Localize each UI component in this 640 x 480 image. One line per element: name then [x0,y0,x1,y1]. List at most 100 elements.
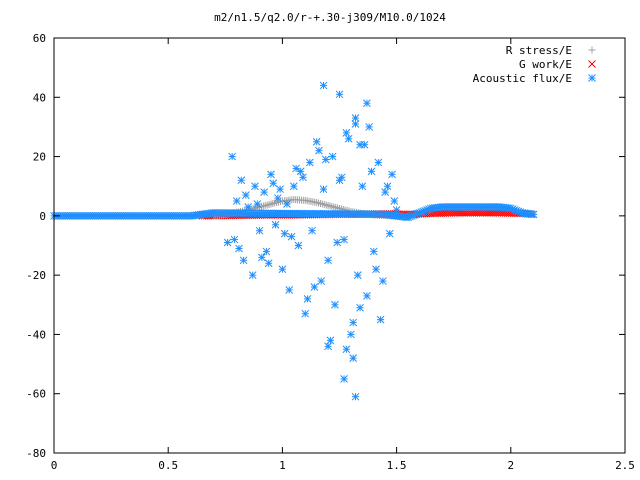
acoustic-flux-point-d2 [283,200,291,208]
x-tick-label: 1 [279,459,286,472]
acoustic-flux-point-d2 [235,244,243,253]
y-tick-label: 20 [33,151,46,164]
acoustic-flux-point [230,235,239,244]
acoustic-flux-point [331,300,339,309]
acoustic-flux-point [310,283,319,291]
acoustic-flux-point [337,173,346,182]
y-tick-label: 40 [33,91,46,104]
acoustic-flux-point-d2 [257,253,266,262]
acoustic-flux-point [228,152,237,161]
acoustic-flux-point [388,170,396,179]
acoustic-flux-point [267,170,275,179]
acoustic-flux-point-d2 [381,188,390,196]
acoustic-flux-point [317,277,326,285]
acoustic-flux-point-d2 [269,179,278,188]
acoustic-flux-point-d2 [242,191,250,199]
acoustic-flux-point-d2 [351,392,360,401]
acoustic-flux-point-d2 [335,90,344,99]
acoustic-flux-point-d2 [342,345,351,354]
acoustic-flux-point [269,179,278,188]
acoustic-flux-point-d2 [285,286,294,294]
acoustic-flux-point [376,315,385,324]
acoustic-flux-point [363,292,371,300]
acoustic-flux-point [278,265,287,274]
acoustic-flux-point [383,182,392,191]
acoustic-flux-point-d2 [244,203,252,211]
acoustic-flux-point [328,152,337,161]
acoustic-flux-point-d2 [230,235,239,244]
acoustic-flux-point-d2 [292,164,300,173]
acoustic-flux-point-d2 [312,137,321,146]
acoustic-flux-point [367,167,376,176]
chart-title: m2/n1.5/q2.0/r-+.30-j309/M10.0/1024 [214,11,446,24]
acoustic-flux-point [324,256,332,265]
acoustic-flux-point [356,140,364,149]
acoustic-flux-point-d2 [383,182,392,191]
acoustic-flux-point [321,155,330,164]
acoustic-flux-point-d2 [337,173,346,182]
plot-frame [53,37,626,454]
axes: 0 0.5 1 1.5 2 2.5 60 40 20 0 -20 -40 -60 -80 [26,32,635,472]
acoustic-flux-point [379,277,387,285]
acoustic-flux-point [335,90,344,99]
acoustic-flux-point-d2 [374,158,383,167]
y-tick-label: 0 [39,210,46,223]
acoustic-flux-point [235,244,243,253]
acoustic-flux-point-d2 [287,232,296,241]
acoustic-flux-point [294,241,303,250]
x-tick-label: 0 [51,459,58,472]
acoustic-flux-point-d2 [267,170,275,179]
acoustic-flux-point [372,265,380,274]
acoustic-flux-point-d2 [264,259,273,268]
acoustic-flux-point-d2 [385,229,394,238]
acoustic-flux-point-d2 [356,303,364,312]
acoustic-flux-point-d2 [324,342,332,351]
acoustic-flux-point [349,318,358,327]
x-tick-label: 2 [507,459,514,472]
acoustic-flux-point-d2 [294,241,303,250]
acoustic-flux-point [365,123,374,131]
acoustic-flux-point-d2 [390,197,399,205]
acoustic-flux-point [333,238,342,247]
acoustic-flux-point [223,238,232,247]
acoustic-flux-point-d2 [351,114,360,122]
legend-label: R stress/E [506,44,572,57]
acoustic-flux-point [344,134,353,143]
acoustic-band-point-d2 [529,210,538,219]
acoustic-flux-point [244,203,252,211]
acoustic-flux-point [248,271,257,279]
acoustic-flux-point-d2 [340,375,348,383]
acoustic-flux-point-d2 [324,256,332,265]
acoustic-flux-point-d2 [349,354,358,362]
acoustic-flux-point [319,81,328,90]
acoustic-flux-point [356,303,364,312]
x-tick-label: 1.5 [387,459,407,472]
acoustic-flux-point-d2 [326,336,335,345]
acoustic-flux-point-d2 [262,247,271,256]
acoustic-flux-point-d2 [333,238,342,247]
acoustic-flux-point-d2 [365,123,374,131]
acoustic-flux-point-d2 [392,206,401,214]
y-tick-label: -80 [26,447,46,460]
acoustic-flux-point [351,392,360,401]
legend-label: Acoustic flux/E [473,72,572,85]
acoustic-flux-point [392,206,401,214]
acoustic-flux-point-d2 [303,295,312,303]
acoustic-flux-point [319,185,328,194]
acoustic-flux-point-d2 [228,152,237,161]
acoustic-flux-point-d2 [280,229,289,238]
acoustic-flux-point-d2 [363,99,371,108]
x-tick-label: 0.5 [158,459,178,472]
acoustic-flux-point-d2 [255,226,264,235]
acoustic-flux-point-d2 [296,167,305,176]
acoustic-flux-point [342,129,351,137]
acoustic-flux-point [303,295,312,303]
acoustic-flux-point-d2 [276,185,284,194]
acoustic-flux-point [363,99,371,108]
acoustic-flux-point-d2 [349,318,358,327]
acoustic-flux-point [351,120,360,128]
acoustic-flux-point [390,197,399,205]
acoustic-flux-point [301,309,310,318]
acoustic-flux-point-d2 [388,170,396,179]
